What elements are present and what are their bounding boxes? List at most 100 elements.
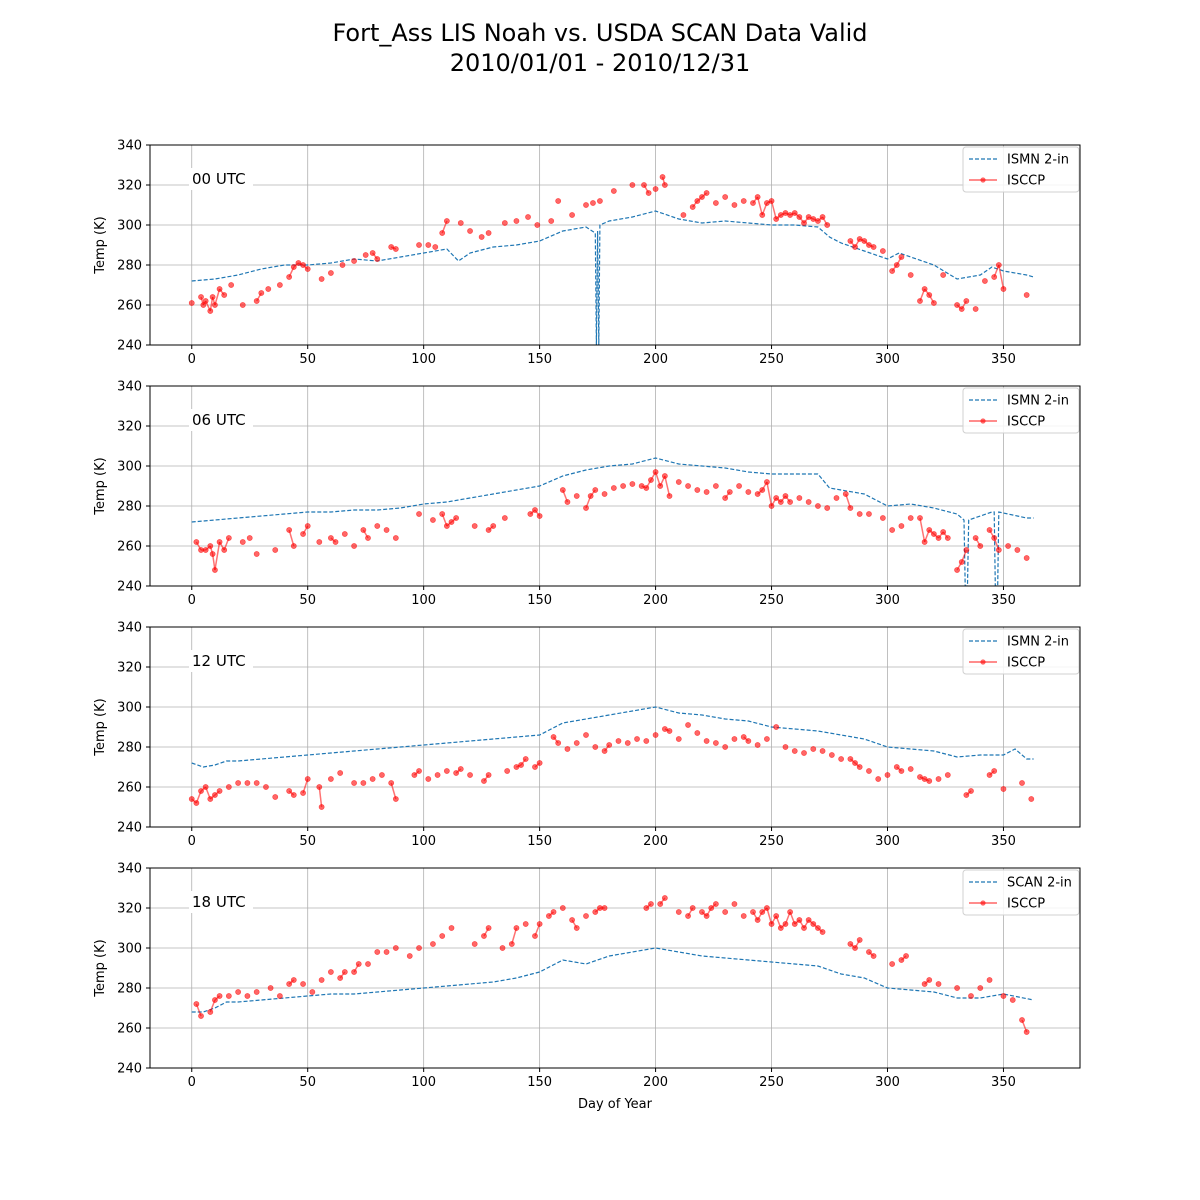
isccp-point	[216, 539, 223, 545]
isccp-point	[1005, 543, 1012, 549]
isccp-point	[341, 969, 348, 975]
isccp-point	[768, 503, 775, 509]
isccp-point	[907, 766, 914, 772]
isccp-point	[432, 244, 439, 250]
isccp-point	[893, 764, 900, 770]
isccp-point	[754, 917, 761, 923]
isccp-point	[940, 529, 947, 535]
plot-frame	[149, 626, 1081, 828]
isccp-point	[648, 901, 654, 907]
isccp-point	[726, 489, 733, 495]
isccp-point	[777, 499, 784, 505]
isccp-point	[879, 515, 886, 521]
isccp-point	[703, 913, 710, 919]
isccp-point	[903, 953, 909, 959]
isccp-point	[824, 505, 831, 511]
isccp-point	[216, 286, 223, 292]
isccp-point	[708, 905, 715, 911]
y-axis-label: Temp (K)	[93, 457, 108, 515]
series-line-scan-2-in	[191, 947, 1034, 1013]
isccp-point	[731, 202, 738, 208]
isccp-point	[652, 469, 659, 475]
isccp-point	[722, 495, 729, 501]
x-tick-label: 350	[991, 834, 1016, 849]
y-tick-label: 340	[117, 139, 142, 154]
isccp-point	[629, 481, 636, 487]
isccp-point	[383, 949, 390, 955]
isccp-point	[819, 214, 826, 220]
isccp-point	[842, 491, 849, 497]
isccp-point	[379, 772, 385, 778]
isccp-point	[875, 776, 882, 782]
isccp-point	[272, 794, 279, 800]
isccp-point	[286, 527, 293, 533]
isccp-point	[787, 499, 793, 505]
isccp-point	[810, 746, 817, 752]
isccp-point	[954, 567, 960, 573]
isccp-point	[290, 543, 297, 549]
legend-entry: ISCCP	[1007, 897, 1045, 912]
y-tick-label: 300	[117, 701, 142, 716]
isccp-point	[879, 248, 886, 254]
isccp-point	[963, 792, 970, 798]
isccp-point	[958, 559, 965, 565]
y-tick-label: 280	[117, 259, 142, 274]
isccp-point	[430, 941, 436, 947]
isccp-segment	[919, 517, 926, 543]
x-tick-label: 50	[299, 593, 316, 608]
isccp-point	[954, 985, 960, 991]
isccp-point	[1014, 547, 1021, 553]
isccp-point	[406, 953, 413, 959]
isccp-point	[304, 776, 311, 782]
isccp-point	[1000, 286, 1007, 292]
isccp-point	[534, 222, 541, 228]
isccp-point	[490, 523, 497, 529]
isccp-point	[791, 921, 798, 927]
isccp-point	[745, 489, 752, 495]
isccp-point	[499, 945, 506, 951]
isccp-point	[963, 547, 970, 553]
isccp-point	[815, 218, 821, 224]
isccp-point	[722, 194, 729, 200]
isccp-point	[583, 505, 589, 511]
isccp-segment	[318, 786, 323, 808]
isccp-point	[290, 264, 297, 270]
isccp-point	[434, 772, 441, 778]
isccp-point	[1023, 555, 1030, 561]
isccp-point	[337, 770, 344, 776]
isccp-point	[443, 523, 450, 529]
isccp-point	[327, 535, 334, 541]
isccp-point	[666, 728, 673, 734]
isccp-point	[351, 780, 357, 786]
legend-entry: ISCCP	[1007, 656, 1045, 671]
isccp-point	[212, 792, 218, 798]
isccp-point	[643, 905, 650, 911]
isccp-point	[569, 917, 575, 923]
isccp-point	[935, 776, 942, 782]
x-tick-label: 150	[527, 352, 552, 367]
isccp-point	[1000, 786, 1007, 792]
isccp-point	[365, 961, 371, 967]
isccp-point	[782, 744, 789, 750]
panel-label: 06 UTC	[192, 411, 246, 429]
isccp-point	[592, 909, 599, 915]
isccp-point	[246, 535, 253, 541]
isccp-point	[801, 220, 807, 226]
isccp-point	[286, 981, 293, 987]
y-axis-label: Temp (K)	[93, 698, 108, 756]
x-tick-label: 350	[991, 593, 1016, 608]
isccp-point	[374, 949, 381, 955]
y-tick-label: 340	[117, 862, 142, 877]
isccp-point	[253, 298, 260, 304]
isccp-segment	[756, 196, 763, 216]
isccp-point	[615, 738, 622, 744]
x-tick-label: 100	[411, 834, 436, 849]
isccp-point	[374, 523, 381, 529]
isccp-point	[930, 531, 937, 537]
x-tick-label: 0	[188, 1075, 196, 1090]
isccp-point	[629, 182, 636, 188]
isccp-point	[550, 734, 557, 740]
isccp-point	[1023, 1029, 1030, 1035]
isccp-point	[318, 977, 325, 983]
isccp-point	[318, 804, 325, 810]
